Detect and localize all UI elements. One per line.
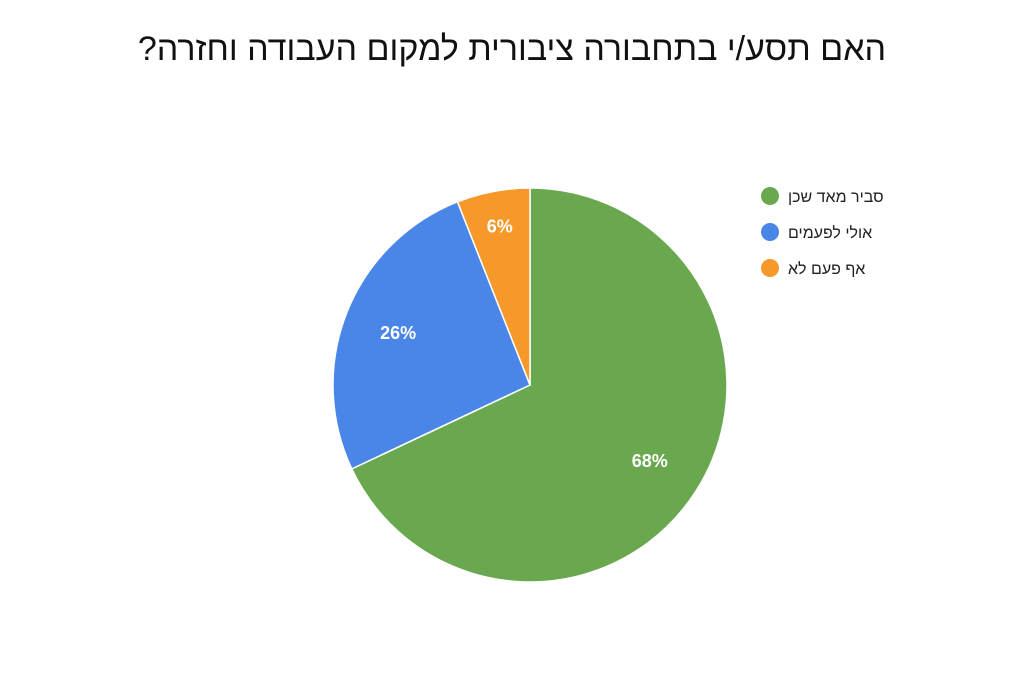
legend: סביר מאד שכן אולי לפעמים אף פעם לא [761, 187, 884, 278]
slice-data-label: 26% [380, 323, 416, 343]
chart-title: האם תסע/י בתחבורה ציבורית למקום העבודה ו… [137, 30, 887, 68]
pie-slices [332, 187, 728, 583]
pie-slice [350, 187, 728, 583]
legend-label: אולי לפעמים [788, 224, 872, 242]
legend-marker [761, 223, 779, 241]
legend-label: סביר מאד שכן [788, 189, 884, 206]
pie-slice [332, 200, 531, 470]
slice-data-label: 6% [487, 216, 513, 236]
legend-marker [761, 187, 779, 205]
slice-data-label: 68% [632, 451, 668, 471]
slice-labels: 68% 26% 6% [380, 216, 668, 471]
legend-marker [761, 259, 779, 277]
pie-slice [456, 187, 531, 386]
legend-label: אף פעם לא [788, 260, 865, 278]
